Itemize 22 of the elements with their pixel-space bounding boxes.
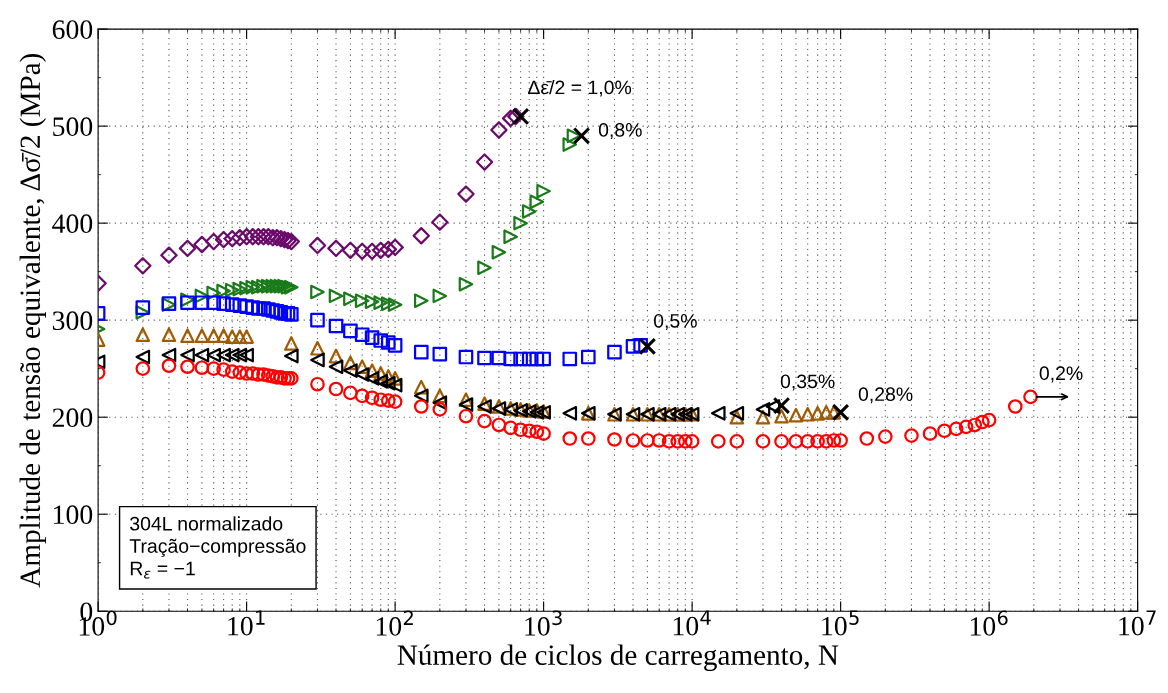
x-tick-label: 10$^{2}$	[376, 610, 413, 636]
x-tick-label: 10$^{1}$	[228, 610, 265, 636]
annotation: 0,8%	[598, 123, 642, 140]
y-tick-label: 300	[52, 311, 93, 331]
y-tick-label: 200	[52, 408, 93, 428]
y-tick-label: 400	[52, 214, 93, 234]
annotation: 0,2%	[1039, 366, 1083, 383]
y-tick-label: 500	[53, 117, 93, 137]
x-tick-label: 10$^{5}$	[822, 610, 859, 636]
y-tick-label: 100	[54, 505, 93, 525]
x-axis-title: Número de ciclos de carregamento, N	[397, 644, 839, 671]
y-axis-title: Amplitude de tensão equivalente, Δσ̄/2 (MPa)	[19, 53, 47, 588]
annotation: 0,35%	[780, 374, 835, 391]
annotation: 0,28%	[858, 387, 913, 404]
x-tick-label: 10$^{4}$	[673, 610, 711, 636]
x-tick-label: 10$^{3}$	[525, 610, 562, 636]
x-tick-label: 10$^{6}$	[970, 610, 1008, 636]
annotation: 304L normalizado Tração−compressão R$_{ε}$ = −1	[129, 516, 306, 579]
y-tick-label: 600	[52, 20, 93, 40]
annotation: Δε̄/2 = 1,0%	[528, 80, 632, 97]
annotation: 0,5%	[653, 313, 697, 331]
x-tick-label: 10$^{7}$	[1119, 610, 1156, 636]
